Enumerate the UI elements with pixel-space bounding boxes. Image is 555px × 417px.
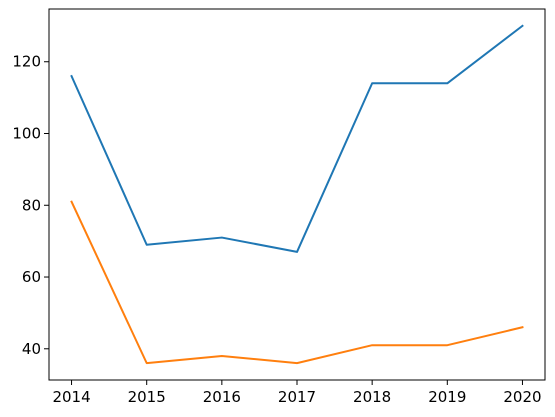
y-tick-label: 60 <box>22 268 41 286</box>
series-layer <box>70 24 524 365</box>
series-line-1 <box>70 24 524 253</box>
y-tick-label: 120 <box>12 53 41 71</box>
x-tick-label: 2020 <box>503 388 541 406</box>
x-tick-label: 2018 <box>353 388 391 406</box>
y-tick-label: 100 <box>12 125 41 143</box>
series-line-2 <box>70 200 524 365</box>
x-tick-label: 2014 <box>52 388 90 406</box>
y-axis: 40 60 80 100 120 <box>12 53 49 358</box>
x-axis: 2014 2015 2016 2017 2018 2019 2020 <box>52 380 542 406</box>
x-tick-label: 2016 <box>203 388 241 406</box>
x-tick-label: 2015 <box>128 388 166 406</box>
y-tick-label: 80 <box>22 196 41 214</box>
x-tick-label: 2019 <box>428 388 466 406</box>
y-tick-label: 40 <box>22 340 41 358</box>
x-tick-label: 2017 <box>278 388 316 406</box>
